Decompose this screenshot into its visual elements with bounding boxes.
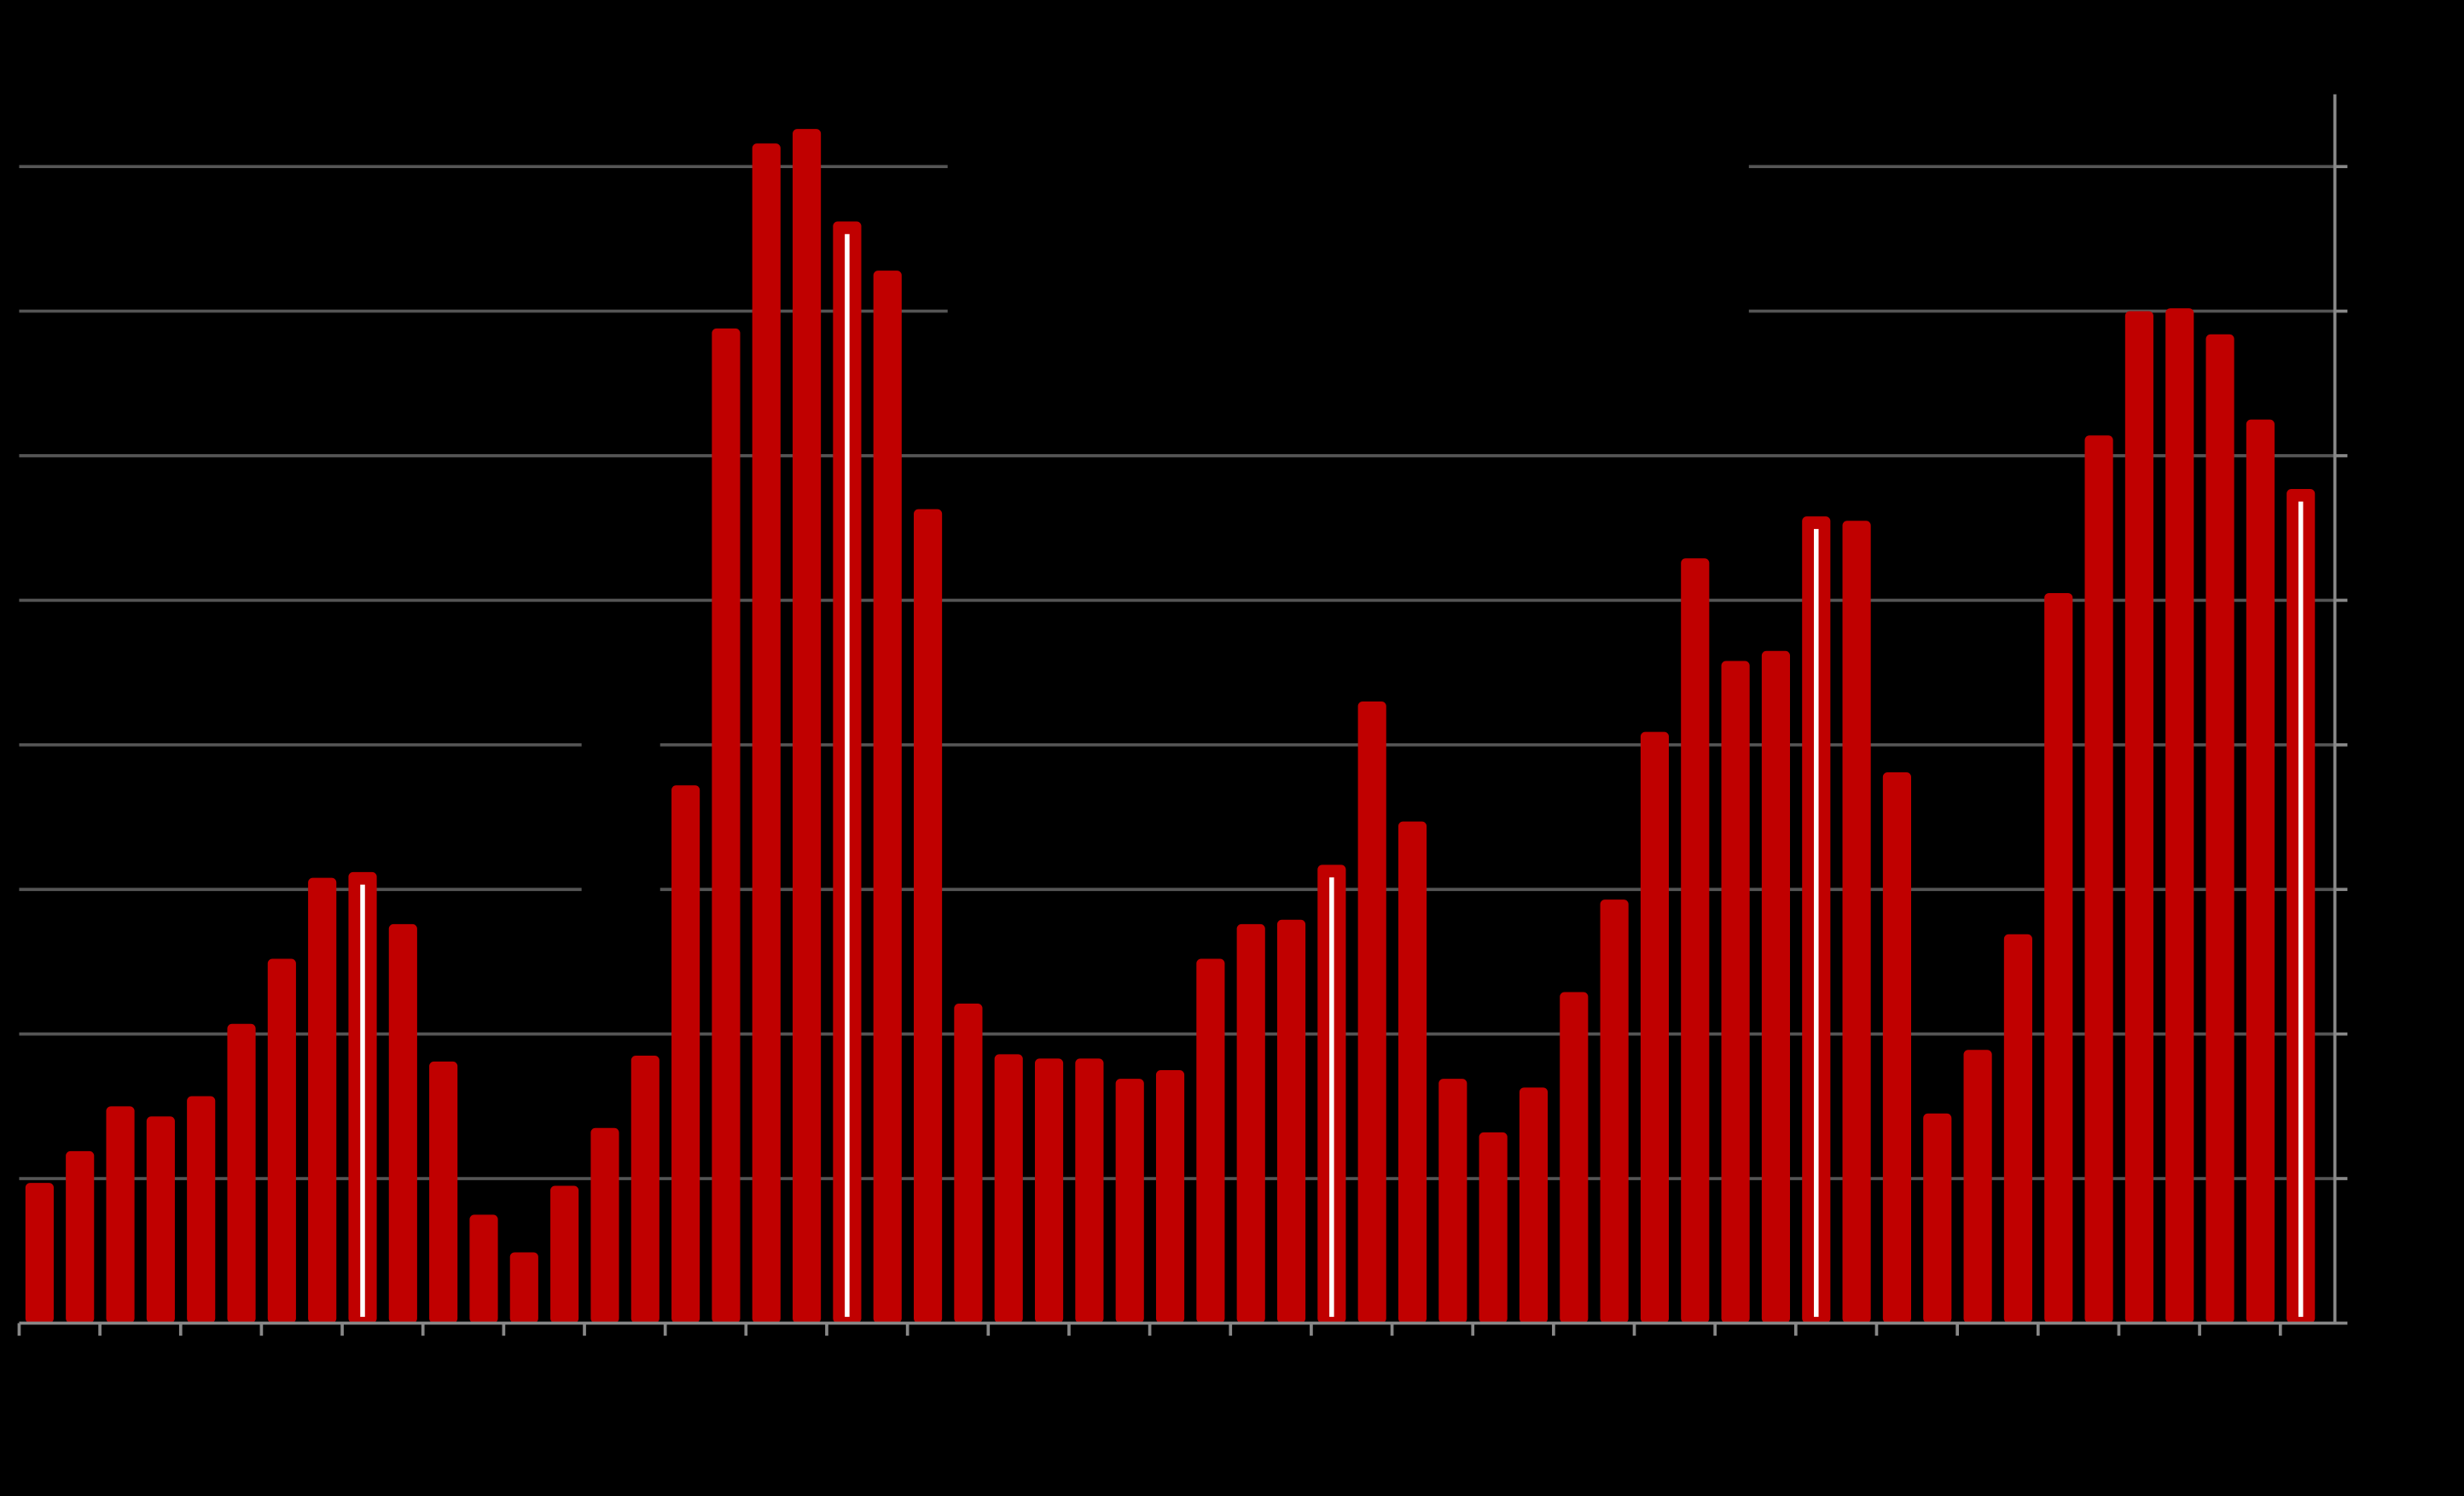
bar: [873, 271, 902, 1324]
bar: [227, 1023, 256, 1324]
bar: [1196, 958, 1225, 1324]
highlight-marker: [845, 234, 850, 1318]
bar: [2003, 934, 2032, 1324]
grid-gap: [581, 725, 660, 902]
bar: [2084, 435, 2113, 1324]
bar: [1560, 992, 1589, 1324]
axes: [17, 94, 2348, 1336]
bar: [1640, 731, 1670, 1324]
bar: [2044, 592, 2073, 1324]
bar: [469, 1214, 498, 1324]
bar: [267, 958, 296, 1324]
bar: [671, 785, 700, 1324]
bar: [509, 1252, 538, 1324]
bar: [388, 923, 417, 1324]
bar: [954, 1004, 983, 1324]
bar: [994, 1054, 1023, 1324]
bar: [429, 1061, 458, 1324]
bar: [590, 1127, 619, 1324]
bar: [752, 143, 781, 1324]
bar: [1963, 1050, 1992, 1324]
highlight-marker: [1329, 877, 1334, 1318]
bar: [631, 1056, 660, 1324]
bar: [25, 1183, 54, 1324]
bar: [2205, 334, 2234, 1324]
bar: [1721, 661, 1750, 1324]
bar: [2246, 419, 2275, 1324]
bar: [1398, 821, 1427, 1324]
bar: [106, 1106, 135, 1324]
bar: [1519, 1087, 1549, 1324]
bar: [1357, 701, 1386, 1324]
bar: [1761, 650, 1791, 1324]
highlight-marker: [2298, 501, 2304, 1318]
grid-gap: [947, 148, 1749, 330]
bar: [1115, 1079, 1144, 1324]
bar: [1600, 899, 1629, 1324]
bar: [66, 1150, 95, 1324]
bar: [1882, 772, 1912, 1324]
bar: [1681, 558, 1710, 1324]
bar: [1438, 1079, 1467, 1324]
bar: [550, 1185, 579, 1324]
bar: [308, 877, 337, 1324]
bar: [1276, 919, 1306, 1324]
highlight-marker: [360, 884, 365, 1318]
bar: [793, 129, 822, 1324]
bar: [1155, 1069, 1185, 1324]
bar: [1236, 923, 1265, 1324]
bar: [1842, 521, 1871, 1324]
bars: [25, 129, 2316, 1324]
bar: [187, 1096, 216, 1324]
bar: [1034, 1058, 1064, 1324]
bar: [1075, 1058, 1104, 1324]
bar: [2165, 308, 2194, 1324]
bar: [146, 1116, 175, 1324]
bar: [1923, 1113, 1952, 1324]
bar: [2124, 311, 2153, 1324]
highlight-marker: [1814, 528, 1819, 1318]
bar: [1479, 1132, 1508, 1324]
bar: [914, 509, 943, 1324]
bar: [712, 328, 741, 1324]
